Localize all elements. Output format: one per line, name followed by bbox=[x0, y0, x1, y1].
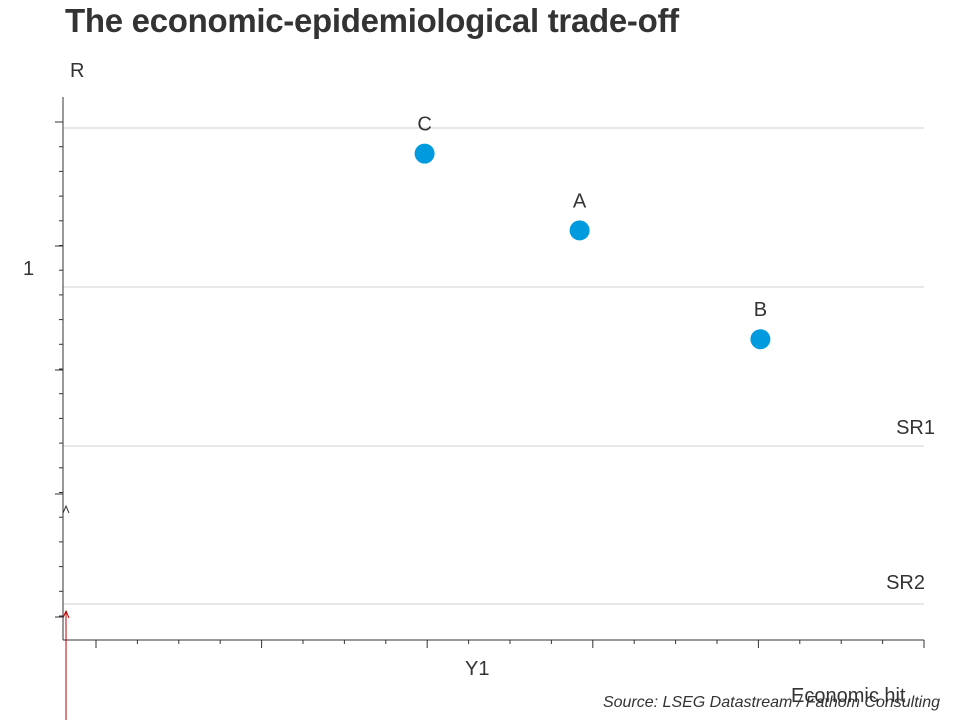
data-points: C A B bbox=[414, 114, 771, 350]
line-labels: SR1 SR2 bbox=[886, 417, 935, 594]
x-tick-label: Y1 bbox=[465, 658, 489, 680]
point-label-c: C bbox=[417, 114, 431, 136]
axis-arrows bbox=[62, 504, 70, 720]
point-label-a: A bbox=[573, 190, 587, 212]
source-note: Source: LSEG Datastream / Fathom Consult… bbox=[602, 694, 940, 711]
grey-arrowhead-icon bbox=[62, 504, 70, 514]
y-axis-label: R bbox=[70, 60, 84, 82]
red-arrowhead-icon bbox=[62, 609, 70, 619]
point-c bbox=[414, 143, 435, 164]
sr2-label: SR2 bbox=[886, 572, 925, 594]
sr1-label: SR1 bbox=[896, 417, 935, 439]
x-axis-label: Economic hit bbox=[791, 685, 906, 707]
ticks bbox=[55, 121, 925, 648]
y-tick-label: 1 bbox=[23, 258, 34, 280]
axes bbox=[62, 97, 924, 641]
gridlines bbox=[63, 127, 924, 605]
point-label-b: B bbox=[754, 299, 767, 321]
chart-title: The economic-epidemiological trade-off bbox=[65, 2, 679, 39]
point-a bbox=[569, 220, 590, 241]
point-b bbox=[750, 329, 771, 350]
